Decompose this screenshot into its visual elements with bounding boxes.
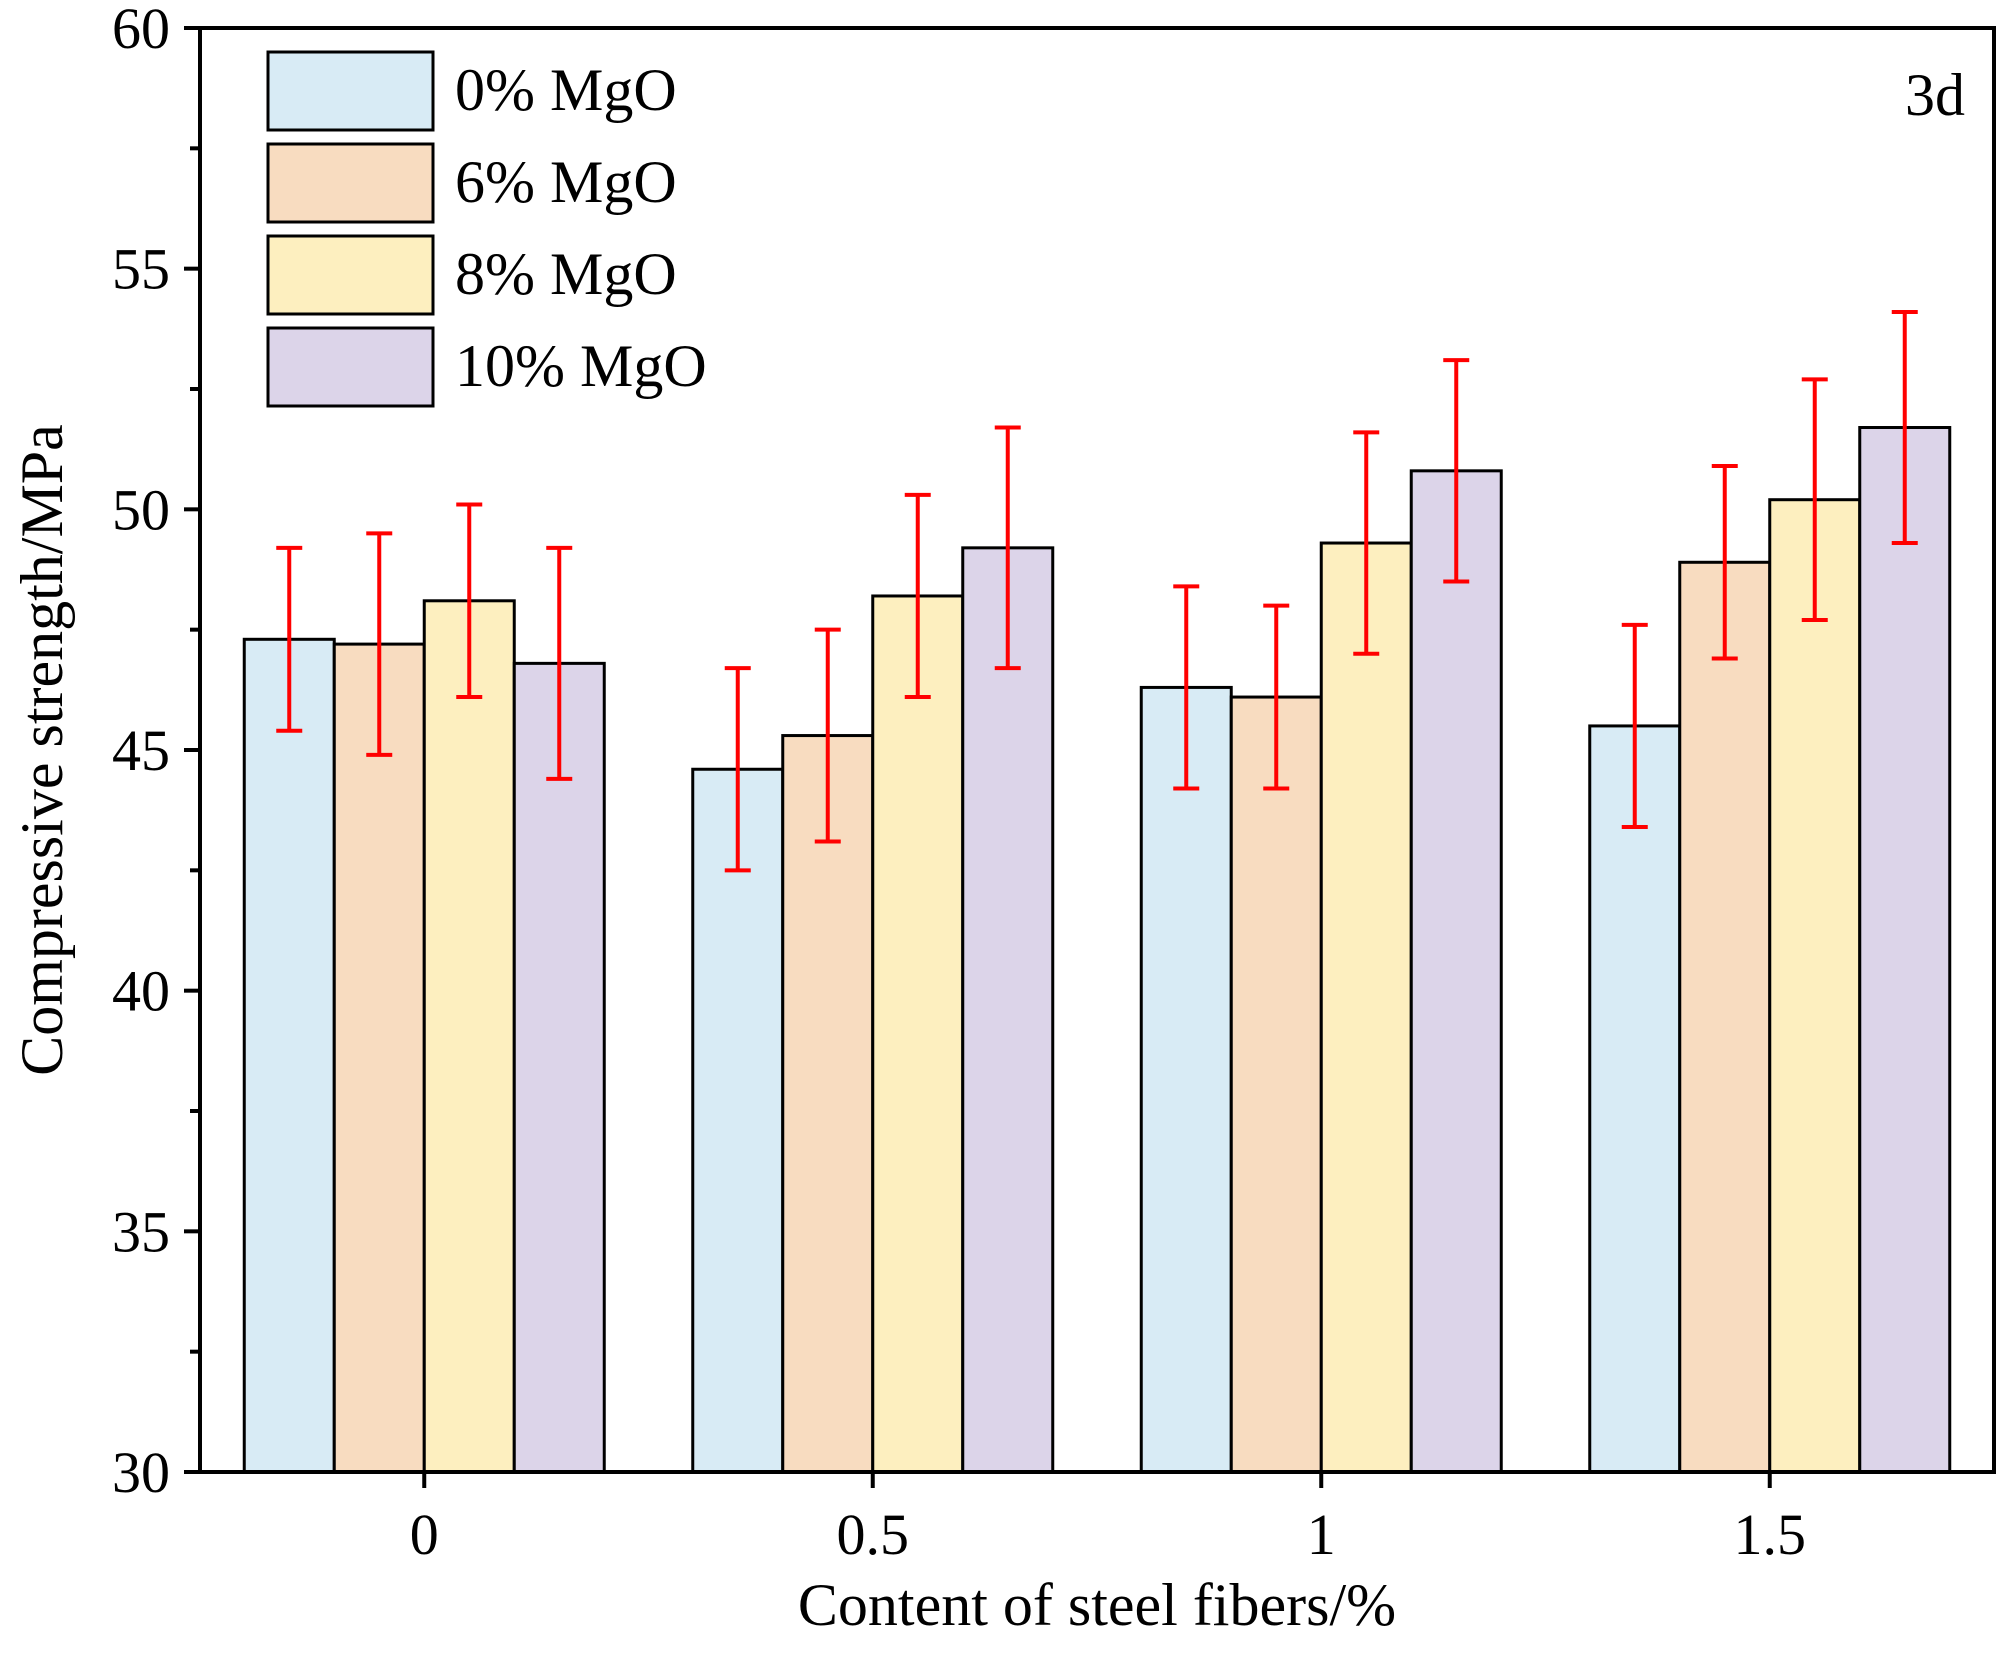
bar xyxy=(422,599,516,1474)
legend-swatch xyxy=(266,234,435,316)
y-tick-label: 60 xyxy=(112,0,170,61)
bar xyxy=(242,637,336,1474)
y-axis: 30 35 40 45 50 55 60 xyxy=(112,0,200,1505)
legend-label: 10% MgO xyxy=(455,333,707,399)
legend-swatch xyxy=(266,142,435,224)
bar xyxy=(691,767,785,1474)
bars-layer xyxy=(242,426,1952,1474)
y-tick-label: 55 xyxy=(112,237,170,302)
bar xyxy=(1858,426,1952,1474)
legend-swatch xyxy=(266,326,435,408)
bar xyxy=(1139,685,1233,1474)
bar xyxy=(961,546,1055,1474)
bar xyxy=(1229,695,1323,1474)
bar xyxy=(1409,469,1503,1474)
bar xyxy=(1319,541,1413,1474)
x-tick-label: 0.5 xyxy=(837,1502,910,1567)
x-axis-label: Content of steel fibers/% xyxy=(798,1572,1396,1638)
y-tick-label: 35 xyxy=(112,1199,170,1264)
legend: 0% MgO 6% MgO 8% MgO 10% MgO xyxy=(266,50,707,408)
error-bars-layer xyxy=(276,309,1918,873)
bar xyxy=(512,661,606,1474)
x-tick-label: 0 xyxy=(410,1502,439,1567)
x-tick-label: 1 xyxy=(1307,1502,1336,1567)
y-tick-label: 45 xyxy=(112,718,170,783)
legend-label: 8% MgO xyxy=(455,241,677,307)
y-tick-label: 30 xyxy=(112,1440,170,1505)
y-tick-label: 50 xyxy=(112,477,170,542)
bar xyxy=(332,642,426,1474)
bar xyxy=(871,594,965,1474)
annotation-label: 3d xyxy=(1905,62,1965,128)
legend-label: 0% MgO xyxy=(455,57,677,123)
x-tick-label: 1.5 xyxy=(1734,1502,1807,1567)
x-axis: 0 0.5 1 1.5 xyxy=(410,1472,1806,1567)
legend-swatch xyxy=(266,50,435,132)
bar xyxy=(1678,560,1772,1474)
y-axis-label: Compressive strength/MPa xyxy=(9,424,75,1076)
bar xyxy=(1588,724,1682,1474)
bar xyxy=(781,734,875,1474)
y-tick-label: 40 xyxy=(112,959,170,1024)
bar xyxy=(1768,498,1862,1474)
legend-label: 6% MgO xyxy=(455,149,677,215)
